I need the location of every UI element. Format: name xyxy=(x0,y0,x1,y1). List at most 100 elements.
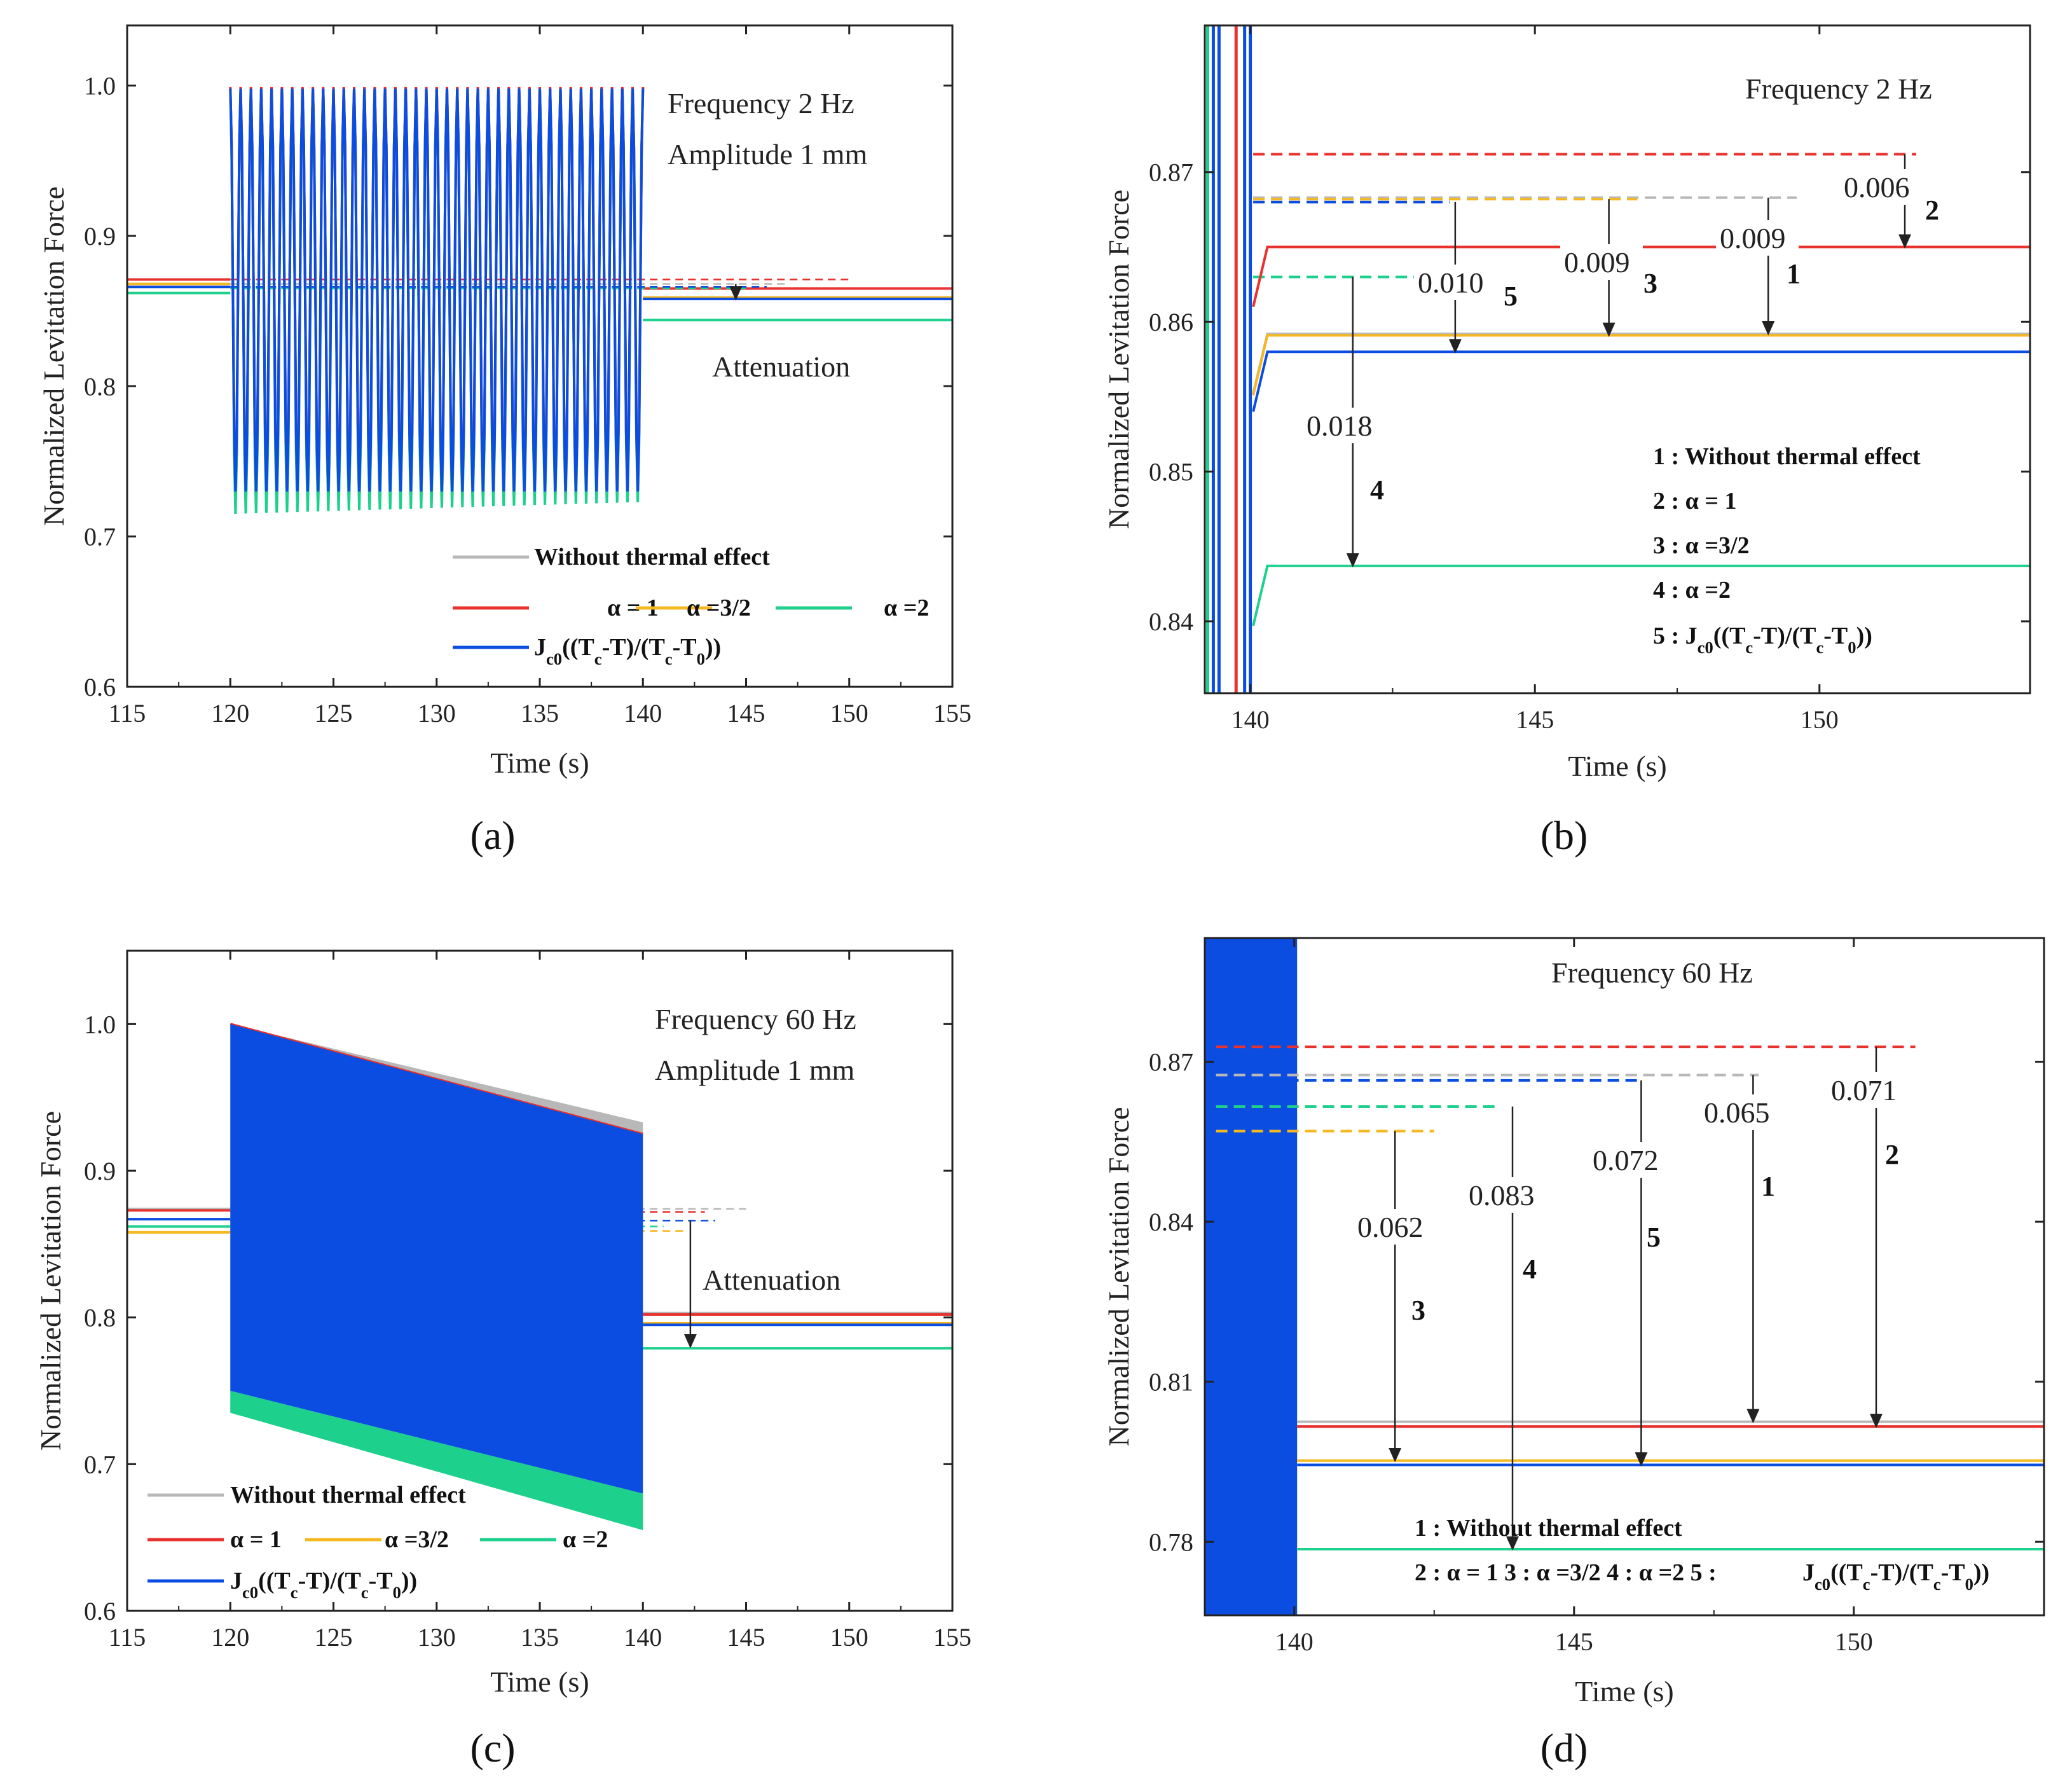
diff-index-bg-2 xyxy=(1643,1222,1666,1253)
legend-label-2: α =3/2 xyxy=(687,595,751,621)
chart-2: Frequency 60 Hz Amplitude 1 mm Attenuation… xyxy=(34,949,971,1770)
x-tick-label-3: 130 xyxy=(418,1623,456,1652)
y-tick-label-0: 0.84 xyxy=(1149,607,1193,636)
x-tick-label-1: 120 xyxy=(211,1623,249,1652)
x-tick-label-1: 145 xyxy=(1555,1627,1593,1656)
steady-4 xyxy=(1252,350,2030,412)
diff-label-bg-4 xyxy=(1827,1072,1910,1108)
annotation-frequency: Frequency 60 Hz xyxy=(655,1003,856,1035)
x-axis-label: Time (s) xyxy=(490,1666,589,1698)
y-axis-label: Normalized Levitation Force xyxy=(1102,190,1135,529)
diff-label-bg-0 xyxy=(1354,1209,1436,1245)
y-tick-label-1: 0.7 xyxy=(84,523,116,551)
annotation-frequency: Frequency 60 Hz xyxy=(1551,956,1753,989)
band-alpha2 xyxy=(230,1391,643,1531)
y-tick-label-2: 0.8 xyxy=(84,1304,116,1332)
y-tick-label-2: 0.86 xyxy=(1149,308,1193,336)
key-item-3: 4 : α =2 xyxy=(1653,577,1731,604)
diff-index-1: 3 xyxy=(1643,268,1657,299)
y-tick-label-4: 1.0 xyxy=(84,1010,116,1038)
x-tick-label-2: 150 xyxy=(1801,705,1839,734)
diff-index-bg-0 xyxy=(1408,1295,1431,1326)
diff-label-bg-1 xyxy=(1560,244,1643,280)
diff-value-0: 0.062 xyxy=(1357,1211,1424,1243)
y-axis-label: Normalized Levitation Force xyxy=(34,1111,67,1451)
diff-value-1: 0.009 xyxy=(1564,246,1630,279)
legend-label-2: α =3/2 xyxy=(385,1526,449,1553)
y-tick-label-3: 0.87 xyxy=(1149,158,1193,187)
y-tick-label-2: 0.8 xyxy=(84,372,116,401)
annotation-amplitude: Amplitude 1 mm xyxy=(655,1054,855,1086)
diff-value-1: 0.083 xyxy=(1469,1179,1535,1211)
diff-label-bg-3 xyxy=(1700,1094,1783,1130)
diff-value-4: 0.071 xyxy=(1831,1074,1897,1107)
diff-label-bg-4 xyxy=(1303,408,1385,443)
diff-value-4: 0.018 xyxy=(1307,410,1373,442)
diff-index-1: 4 xyxy=(1523,1253,1537,1285)
diff-value-3: 0.065 xyxy=(1704,1096,1770,1129)
diff-value-3: 0.010 xyxy=(1418,266,1484,299)
x-tick-label-1: 145 xyxy=(1516,705,1554,734)
x-tick-label-0: 140 xyxy=(1232,705,1270,734)
y-tick-label-3: 0.87 xyxy=(1149,1048,1193,1077)
legend-label-4: Jc0((Tc-T)/(Tc-T0)) xyxy=(230,1568,417,1602)
y-axis-label: Normalized Levitation Force xyxy=(38,186,70,526)
plot-area xyxy=(1205,25,2030,693)
panel-label-2: (c) xyxy=(470,1725,515,1770)
x-tick-label-5: 140 xyxy=(624,1623,662,1652)
y-tick-label-0: 0.6 xyxy=(84,673,116,701)
key-item-0: 1 : Without thermal effect xyxy=(1415,1515,1682,1542)
legend-label-1: α = 1 xyxy=(230,1526,282,1553)
diff-index-2: 5 xyxy=(1647,1222,1661,1253)
diff-label-bg-2 xyxy=(1589,1142,1671,1178)
annotation-attenuation: Attenuation xyxy=(712,350,850,383)
x-axis-label: Time (s) xyxy=(490,747,589,779)
axes-frame xyxy=(1204,937,2045,1617)
plot-area xyxy=(127,86,952,514)
key-item-1-jc0: Jc0((Tc-T)/(Tc-T0)) xyxy=(1802,1559,1989,1594)
legend-label-0: Without thermal effect xyxy=(534,544,770,570)
y-tick-label-1: 0.7 xyxy=(84,1450,116,1479)
x-tick-label-4: 135 xyxy=(521,1623,559,1652)
key-item-1: 2 : α = 1 3 : α =3/2 4 : α =2 5 : xyxy=(1415,1559,1717,1586)
axes-frame xyxy=(1204,24,2031,694)
legend-label-3: α =2 xyxy=(563,1526,608,1553)
diff-label-bg-2 xyxy=(1716,220,1799,256)
key-item-1: 2 : α = 1 xyxy=(1653,488,1737,514)
diff-label-bg-3 xyxy=(1414,265,1497,300)
key-item-4: 5 : Jc0((Tc-T)/(Tc-T0)) xyxy=(1653,623,1872,657)
legend-label-4: Jc0((Tc-T)/(Tc-T0)) xyxy=(534,634,721,668)
y-tick-label-1: 0.85 xyxy=(1149,458,1193,486)
annotation-attenuation: Attenuation xyxy=(703,1264,840,1296)
y-axis-label: Normalized Levitation Force xyxy=(1102,1107,1135,1447)
legend: Without thermal effect α = 1 α =3/2 α =2 Jc0… xyxy=(148,1482,608,1602)
key-item-0: 1 : Without thermal effect xyxy=(1653,443,1921,470)
steady-0 xyxy=(1252,332,2030,394)
y-tick-label-2: 0.84 xyxy=(1149,1208,1193,1236)
x-tick-label-8: 155 xyxy=(933,699,971,728)
key: 1 : Without thermal effect 2 : α = 1 3 : α… xyxy=(1653,443,1921,657)
diff-index-bg-4 xyxy=(1881,1140,1904,1170)
plot-area xyxy=(127,1023,952,1531)
panel-label-1: (b) xyxy=(1540,813,1588,858)
x-tick-label-1: 120 xyxy=(211,699,249,728)
diff-index-bg-3 xyxy=(1757,1171,1780,1202)
steady-3 xyxy=(1252,564,2030,626)
diff-value-0: 0.006 xyxy=(1844,171,1910,204)
x-tick-label-8: 155 xyxy=(933,1623,971,1652)
x-tick-label-2: 125 xyxy=(315,1623,353,1652)
oscillation-block xyxy=(1205,938,1298,1615)
diff-value-2: 0.072 xyxy=(1593,1144,1659,1176)
chart-3: 0.062 3 0.083 4 0.072 5 0.065 1 0.071 2 Frequency … xyxy=(1102,937,2045,1770)
key: 1 : Without thermal effect 2 : α = 1 3 : … xyxy=(1415,1515,1989,1594)
panel-label-0: (a) xyxy=(470,813,515,858)
diff-index-bg-1 xyxy=(1519,1254,1542,1285)
diff-index-0: 2 xyxy=(1925,195,1939,226)
x-tick-label-6: 145 xyxy=(727,699,765,728)
annotation-frequency: Frequency 2 Hz xyxy=(1745,72,1932,105)
steady-2 xyxy=(1252,334,2030,396)
y-tick-label-0: 0.6 xyxy=(84,1597,116,1625)
diff-index-0: 3 xyxy=(1411,1295,1425,1326)
band-jc0 xyxy=(230,1024,643,1494)
